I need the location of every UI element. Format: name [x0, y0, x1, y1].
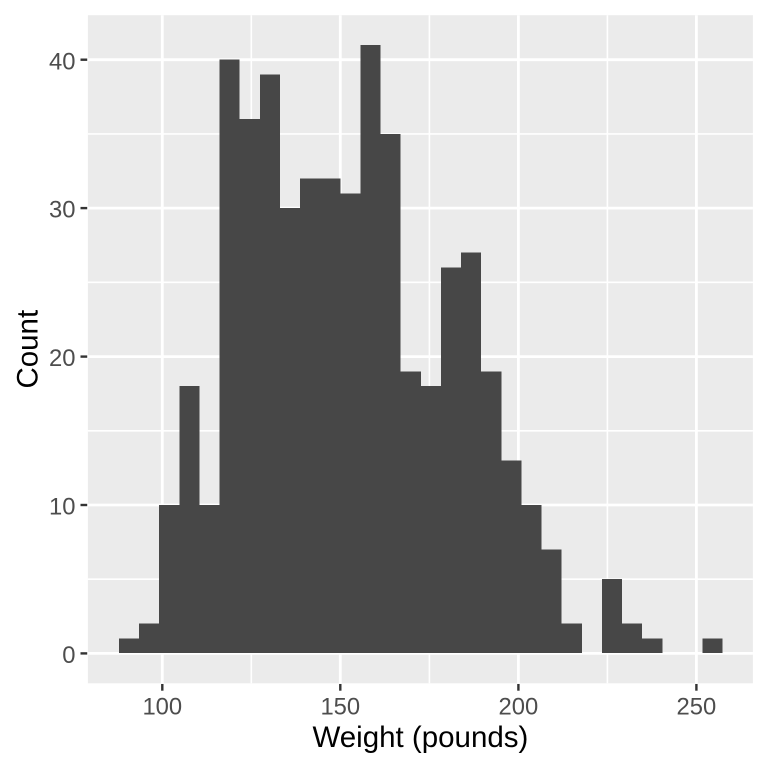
svg-text:20: 20	[49, 345, 75, 372]
svg-text:100: 100	[142, 694, 182, 721]
svg-text:40: 40	[49, 48, 75, 75]
svg-text:Weight (pounds): Weight (pounds)	[312, 721, 528, 754]
svg-text:250: 250	[677, 694, 717, 721]
svg-text:30: 30	[49, 197, 75, 224]
svg-text:150: 150	[320, 694, 360, 721]
svg-text:10: 10	[49, 494, 75, 521]
svg-text:0: 0	[62, 642, 75, 669]
svg-text:Count: Count	[12, 310, 45, 389]
svg-text:200: 200	[499, 694, 539, 721]
